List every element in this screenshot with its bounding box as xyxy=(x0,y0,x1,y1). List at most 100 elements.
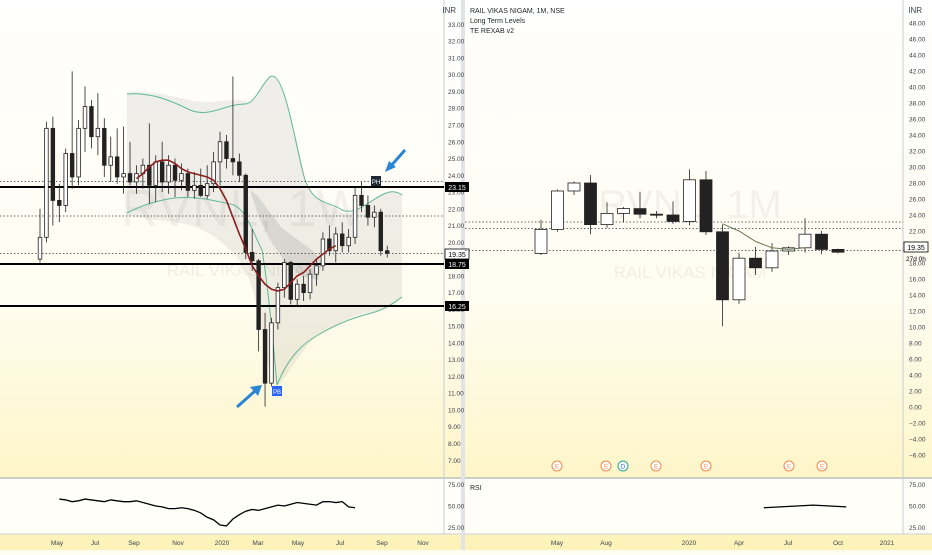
candle[interactable] xyxy=(385,245,390,258)
candle[interactable] xyxy=(534,219,548,255)
arrow-top-annotation[interactable] xyxy=(385,149,407,172)
earnings-marker-label: E xyxy=(555,465,559,471)
candle-body xyxy=(333,233,338,252)
candle[interactable] xyxy=(301,275,306,302)
candle[interactable] xyxy=(230,76,236,176)
indicator-te-rexab[interactable]: TE REXAB v2 xyxy=(470,28,514,35)
candle[interactable] xyxy=(159,141,165,193)
right-chart[interactable]: RVNL, 1M RAIL VIKAS NIGAM RAIL VIKAS NIG… xyxy=(465,6,929,547)
candle[interactable] xyxy=(166,155,171,194)
candle[interactable] xyxy=(815,231,828,255)
earnings-marker[interactable]: E xyxy=(650,460,662,472)
candle[interactable] xyxy=(224,135,229,169)
candle[interactable] xyxy=(378,208,383,256)
candle[interactable] xyxy=(683,169,696,226)
layout-divider[interactable] xyxy=(461,0,465,550)
candle[interactable] xyxy=(567,181,581,195)
candle[interactable] xyxy=(269,317,274,387)
candle[interactable] xyxy=(352,187,358,245)
candle[interactable] xyxy=(749,247,762,275)
candle-body xyxy=(600,212,614,225)
candle[interactable] xyxy=(76,119,81,186)
candle-body xyxy=(275,287,281,324)
candle[interactable] xyxy=(243,173,248,260)
candle[interactable] xyxy=(121,126,126,194)
candle[interactable] xyxy=(63,148,68,213)
candle[interactable] xyxy=(831,248,845,254)
candle[interactable] xyxy=(551,189,564,232)
ph-marker[interactable]: PH xyxy=(371,176,381,186)
earnings-marker[interactable]: E xyxy=(551,460,563,472)
candle[interactable] xyxy=(82,86,88,152)
candle[interactable] xyxy=(89,99,94,149)
earnings-marker[interactable]: E xyxy=(783,460,795,472)
candle[interactable] xyxy=(44,121,49,243)
candle[interactable] xyxy=(327,225,332,256)
candle[interactable] xyxy=(185,168,191,198)
candle[interactable] xyxy=(198,168,203,198)
candle[interactable] xyxy=(617,207,630,223)
candle[interactable] xyxy=(699,171,713,235)
candle[interactable] xyxy=(204,165,210,199)
candle[interactable] xyxy=(217,131,223,186)
candle[interactable] xyxy=(600,202,614,228)
candle[interactable] xyxy=(211,151,216,193)
right-rsi-pane[interactable]: RSI 75.00 50.00 25.00 xyxy=(470,482,926,532)
candle[interactable] xyxy=(716,224,729,327)
candle[interactable] xyxy=(282,259,287,298)
indicator-long-term-levels[interactable]: Long Term Levels xyxy=(470,18,526,25)
candle[interactable] xyxy=(372,205,377,228)
candle[interactable] xyxy=(333,227,338,263)
event-markers[interactable]: E E D E E E E xyxy=(551,460,828,472)
right-last-price-label: 19.35 xyxy=(907,245,925,252)
candle[interactable] xyxy=(307,269,313,300)
left-chart[interactable]: RVNL, 1W RAIL VIKAS NIGAM 7.00 8.00 9.00 10… xyxy=(0,6,470,547)
candle[interactable] xyxy=(732,252,746,304)
candle[interactable] xyxy=(365,195,371,226)
candle[interactable] xyxy=(69,71,75,189)
candle[interactable] xyxy=(95,93,101,156)
pb-marker[interactable]: PB xyxy=(272,386,282,396)
candle[interactable] xyxy=(50,116,56,226)
candle[interactable] xyxy=(127,141,133,186)
arrow-bottom-annotation[interactable] xyxy=(236,385,262,409)
candle-body xyxy=(551,190,564,230)
candle[interactable] xyxy=(314,259,319,286)
right-time-axis[interactable]: May Aug 2020 Apr Jul Oct 2021 xyxy=(551,540,895,547)
candle[interactable] xyxy=(237,153,242,182)
right-candles[interactable] xyxy=(534,169,845,327)
candle[interactable] xyxy=(633,191,647,219)
earnings-marker[interactable]: E xyxy=(600,460,612,472)
candle[interactable] xyxy=(37,208,43,263)
earnings-marker[interactable]: E xyxy=(700,460,712,472)
candle[interactable] xyxy=(359,181,364,213)
candle[interactable] xyxy=(666,201,680,224)
earnings-marker[interactable]: E xyxy=(816,460,828,472)
candle[interactable] xyxy=(57,183,62,223)
candle[interactable] xyxy=(765,243,779,272)
candle[interactable] xyxy=(346,228,351,253)
rsi-title[interactable]: RSI xyxy=(470,485,482,492)
y-tick-label: 26.00 xyxy=(909,197,926,204)
y-tick-label: 4.00 xyxy=(909,373,922,380)
y-tick-label: 32.00 xyxy=(909,149,926,156)
left-rsi-pane[interactable]: 75.00 50.00 25.00 xyxy=(59,482,465,532)
last-price-label: 19.35 xyxy=(448,252,466,259)
right-chart-title[interactable]: RAIL VIKAS NIGAM, 1M, NSE xyxy=(470,8,565,15)
candle[interactable] xyxy=(650,211,663,219)
candle[interactable] xyxy=(108,136,113,182)
candle[interactable] xyxy=(262,312,268,407)
candle[interactable] xyxy=(275,282,281,330)
candle[interactable] xyxy=(192,171,197,199)
left-time-axis[interactable]: May Jul Sep Nov 2020 Mar May Jul Sep Nov xyxy=(51,540,430,547)
candle[interactable] xyxy=(340,222,345,253)
candle[interactable] xyxy=(172,158,178,198)
candle[interactable] xyxy=(584,175,597,235)
candle[interactable] xyxy=(294,279,300,307)
candle-body xyxy=(732,257,746,301)
dividend-marker[interactable]: D xyxy=(617,460,629,472)
candle[interactable] xyxy=(114,128,120,184)
y-tick-label: 7.00 xyxy=(448,458,461,465)
candle[interactable] xyxy=(102,118,107,177)
candle[interactable] xyxy=(147,123,152,204)
